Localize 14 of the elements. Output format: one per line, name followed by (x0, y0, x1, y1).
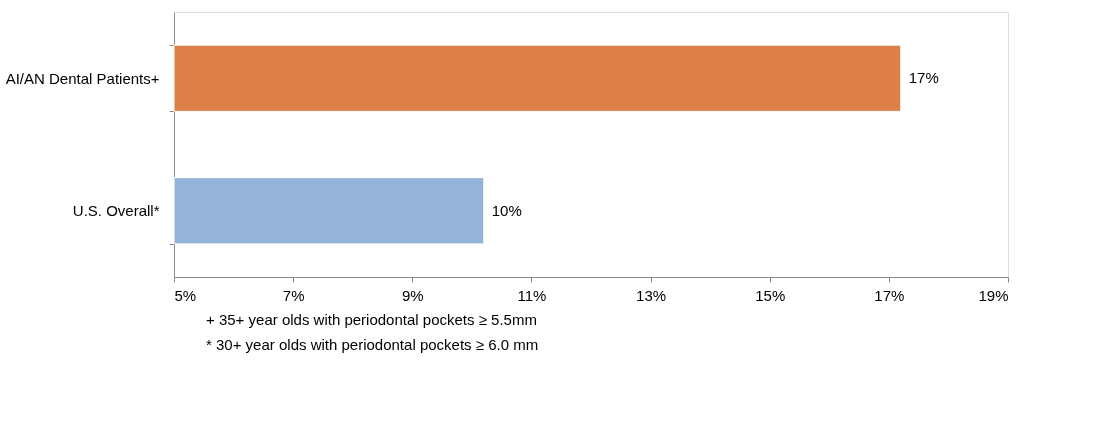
data-label: 10% (491, 201, 522, 219)
x-tick-label: 11% (517, 286, 547, 304)
text: + 35+ year olds with periodontal pockets ≥ 5.5mm (206, 311, 537, 328)
y-tick-label: AI/AN Dental Patients+ (5, 69, 160, 87)
x-tick-label: 15% (755, 286, 786, 304)
x-tick-label: 19% (978, 286, 1009, 304)
x-tick-label: 5% (174, 286, 197, 304)
text: * 30+ year olds with periodontal pockets ≥ 6.0 mm (206, 336, 539, 353)
data-label: 17% (908, 69, 939, 87)
x-tick-label: 7% (282, 286, 305, 304)
x-tick-label: 13% (636, 286, 667, 304)
x-tick-label: 17% (874, 286, 905, 304)
x-tick-label: 9% (401, 286, 424, 304)
y-tick-label: U.S. Overall* (72, 202, 160, 220)
